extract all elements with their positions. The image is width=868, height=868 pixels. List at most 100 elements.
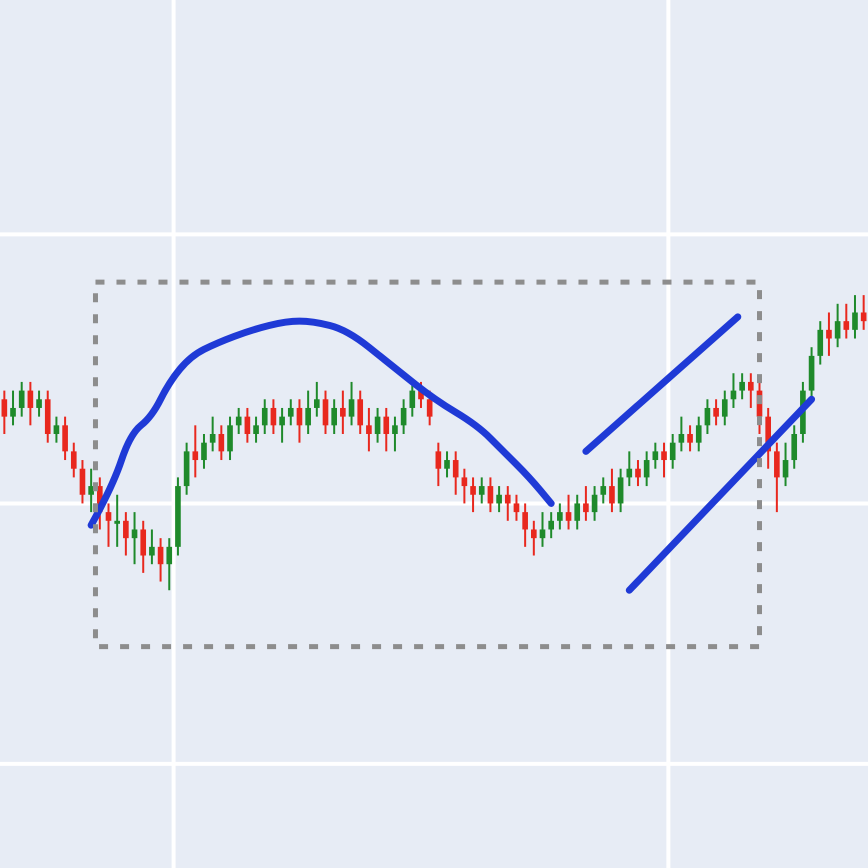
candle-body (817, 329, 824, 356)
candle-body (470, 486, 476, 495)
candle (435, 442, 442, 487)
candle (557, 503, 563, 530)
candle-body (661, 451, 667, 461)
candle (643, 451, 650, 487)
candle (461, 468, 468, 504)
candle (348, 381, 355, 426)
candle (452, 451, 459, 495)
candle-body (166, 546, 173, 565)
lower-trend-line (625, 395, 816, 594)
candle (539, 512, 546, 547)
candle (504, 486, 511, 521)
candle (782, 442, 789, 487)
candle-body (287, 407, 294, 417)
candle-body (322, 399, 329, 426)
candle (652, 442, 659, 469)
candle (192, 425, 199, 478)
candle (583, 486, 589, 521)
candle-body (340, 407, 346, 417)
candle-body (452, 460, 459, 478)
candle (149, 529, 155, 565)
candle (235, 407, 242, 434)
candle-body (366, 425, 372, 434)
candle-body (730, 390, 737, 400)
candle (487, 477, 494, 513)
candle (366, 407, 372, 452)
candle (18, 381, 25, 417)
candle (105, 503, 112, 547)
annotations (87, 279, 816, 650)
candle-body (10, 407, 16, 417)
candle (322, 390, 329, 434)
candle (826, 312, 832, 356)
candle (669, 434, 676, 469)
candle (114, 494, 121, 547)
candle (721, 390, 728, 426)
candle-body (591, 494, 598, 513)
candle (470, 477, 476, 513)
candle-body (53, 425, 60, 434)
candle-body (583, 503, 589, 513)
candle-body (88, 486, 94, 495)
candle (131, 512, 138, 565)
candle-body (496, 494, 502, 504)
candle (88, 468, 94, 513)
candle (123, 512, 129, 556)
candle (574, 494, 581, 530)
candle (687, 425, 693, 452)
candle-body (62, 425, 68, 452)
candle-body (643, 460, 650, 478)
candle-body (192, 451, 199, 461)
candle (53, 416, 60, 443)
candle-body (539, 529, 546, 539)
candle-body (739, 381, 745, 391)
candle-body (782, 460, 789, 478)
candle-body (530, 529, 537, 539)
candle-body (418, 390, 424, 400)
candle-body (279, 416, 285, 426)
candle-body (522, 512, 528, 530)
candle-body (131, 529, 138, 539)
candle (279, 407, 285, 443)
candle (704, 399, 711, 434)
candle-body (713, 407, 719, 417)
candle-body (400, 407, 407, 426)
candle-body (600, 486, 607, 495)
candle (409, 381, 416, 417)
candle (10, 390, 16, 426)
candle-body (270, 407, 277, 426)
candle (183, 442, 190, 495)
candle-body (244, 416, 251, 434)
candle-body (96, 486, 103, 513)
candle (791, 425, 798, 469)
candle (774, 442, 780, 513)
candle-body (218, 434, 225, 452)
candle (157, 538, 164, 582)
candle-body (27, 390, 34, 408)
selection-box (92, 279, 763, 650)
candle-body (695, 425, 702, 443)
candle (296, 399, 303, 443)
candle-body (105, 512, 112, 521)
candle (79, 460, 86, 504)
candle (209, 416, 216, 452)
candle (166, 538, 173, 591)
candle (244, 407, 251, 443)
candle-body (313, 399, 320, 408)
candle (175, 477, 181, 556)
candles (1, 295, 867, 591)
candle-body (444, 460, 450, 469)
candle (817, 321, 824, 365)
candle (695, 416, 702, 452)
candle-body (79, 468, 86, 495)
candle-body (392, 425, 398, 434)
candle (513, 494, 520, 521)
candle-body (1, 399, 8, 417)
candle-body (149, 546, 155, 556)
candle-body (36, 399, 42, 408)
candle-body (747, 381, 754, 391)
candle (808, 347, 815, 400)
candle-body (635, 468, 641, 478)
